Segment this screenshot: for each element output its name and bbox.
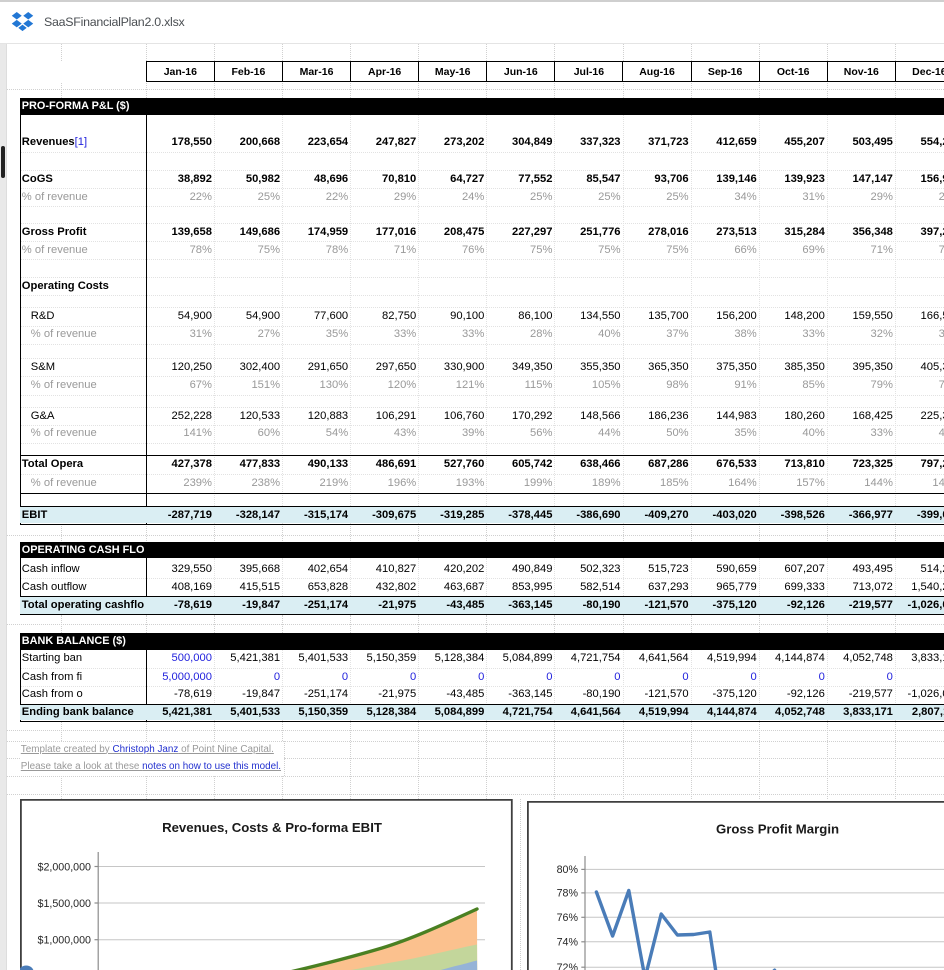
svg-text:Revenues, Costs & Pro-forma EB: Revenues, Costs & Pro-forma EBIT [162,820,382,835]
svg-text:$1,500,000: $1,500,000 [37,898,91,910]
svg-text:$1,000,000: $1,000,000 [37,935,91,947]
svg-text:76%: 76% [557,912,579,924]
svg-text:72%: 72% [557,962,579,970]
svg-text:$2,000,000: $2,000,000 [37,861,91,873]
svg-text:74%: 74% [557,937,579,949]
svg-text:80%: 80% [557,864,579,876]
svg-text:78%: 78% [557,888,579,900]
svg-text:Gross Profit Margin: Gross Profit Margin [716,822,839,837]
